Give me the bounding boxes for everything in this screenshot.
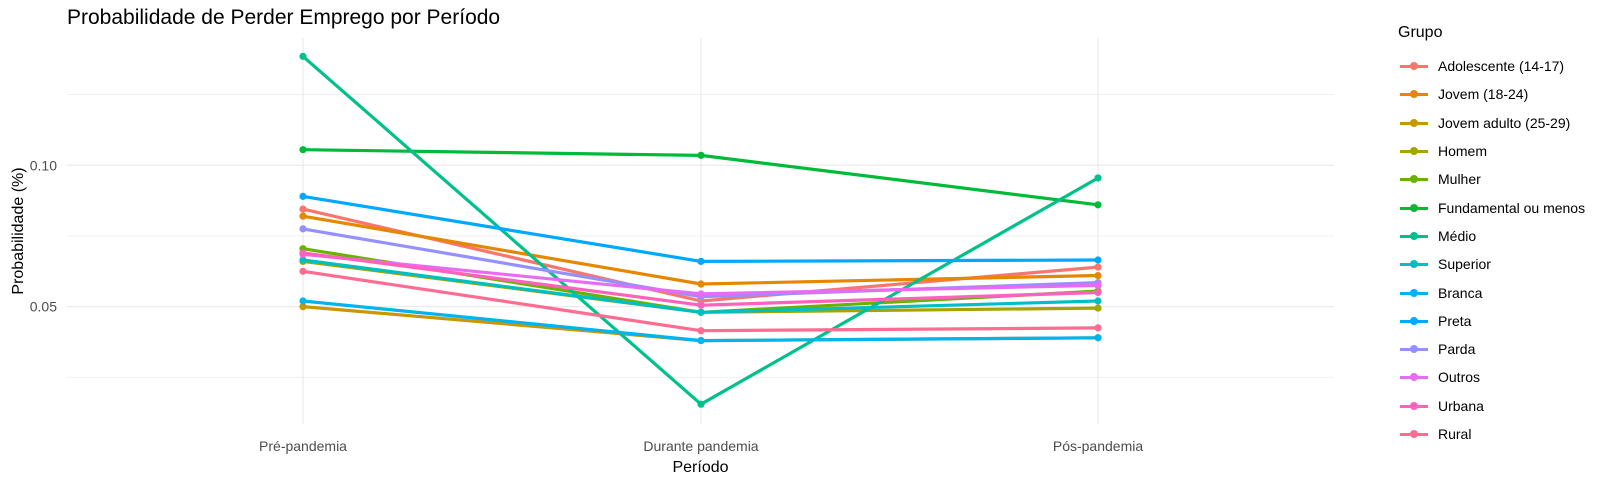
data-point-urbana bbox=[1094, 288, 1102, 297]
legend-label: Parda bbox=[1438, 341, 1476, 358]
legend-key-dot bbox=[1410, 62, 1418, 71]
data-point-urbana bbox=[299, 249, 307, 257]
legend-key-dot bbox=[1410, 345, 1418, 354]
data-point-urbana bbox=[697, 301, 705, 309]
x-tick-label: Pré-pandemia bbox=[259, 438, 347, 454]
legend-item: Urbana bbox=[1398, 392, 1598, 420]
data-point-branca bbox=[1094, 334, 1102, 342]
data-point-fundamental-ou-menos bbox=[697, 151, 705, 159]
data-point-branca bbox=[697, 336, 705, 345]
legend-key bbox=[1398, 285, 1430, 301]
data-point-adolescente-14-17 bbox=[1094, 263, 1102, 271]
data-point-preta bbox=[697, 257, 705, 265]
legend-key-dot bbox=[1410, 175, 1418, 184]
legend-key bbox=[1398, 341, 1430, 357]
legend-key-dot bbox=[1410, 203, 1418, 212]
legend-label: Médio bbox=[1438, 227, 1477, 244]
legend-label: Urbana bbox=[1438, 397, 1484, 414]
legend-label: Jovem adulto (25-29) bbox=[1438, 114, 1571, 131]
x-tick-label: Pós-pandemia bbox=[1053, 438, 1143, 454]
legend-item: Homem bbox=[1398, 137, 1598, 165]
chart-title: Probabilidade de Perder Emprego por Perí… bbox=[67, 6, 501, 29]
legend-label: Homem bbox=[1438, 143, 1488, 160]
data-point-fundamental-ou-menos bbox=[299, 146, 307, 154]
legend-label: Outros bbox=[1438, 369, 1481, 386]
data-point-parda bbox=[299, 225, 307, 233]
legend-key bbox=[1398, 398, 1430, 414]
data-point-fundamental-ou-menos bbox=[1094, 201, 1102, 209]
legend-item: Parda bbox=[1398, 335, 1598, 363]
data-point-superior bbox=[1094, 297, 1102, 305]
data-point-superior bbox=[697, 308, 705, 316]
legend-key-dot bbox=[1410, 260, 1418, 269]
legend-key-dot bbox=[1410, 373, 1418, 382]
data-point-preta bbox=[1094, 256, 1102, 264]
legend-item: Outros bbox=[1398, 363, 1598, 391]
legend: Grupo Adolescente (14-17) Jovem (18-24) Jo… bbox=[1398, 24, 1598, 448]
legend-key bbox=[1398, 171, 1430, 187]
legend-key bbox=[1398, 369, 1430, 385]
legend-key-dot bbox=[1410, 316, 1418, 325]
legend-key-dot bbox=[1410, 118, 1418, 127]
y-tick-label: 0.05 bbox=[30, 299, 57, 315]
legend-item: Fundamental ou menos bbox=[1398, 193, 1598, 221]
legend-key bbox=[1398, 200, 1430, 216]
legend-item: Preta bbox=[1398, 307, 1598, 335]
legend-label: Fundamental ou menos bbox=[1438, 199, 1586, 216]
data-point-jovem-18-24 bbox=[1094, 271, 1102, 280]
data-point-medio bbox=[697, 400, 705, 408]
legend-key bbox=[1398, 86, 1430, 102]
legend-key bbox=[1398, 143, 1430, 159]
legend-label: Mulher bbox=[1438, 171, 1481, 188]
y-axis-title: Probabilidade (%) bbox=[10, 167, 27, 294]
data-point-jovem-adulto-25-29 bbox=[299, 303, 307, 311]
data-point-superior bbox=[299, 256, 307, 264]
legend-key-dot bbox=[1410, 147, 1418, 156]
data-point-jovem-18-24 bbox=[299, 212, 307, 220]
legend-key-dot bbox=[1410, 231, 1418, 240]
legend-key-dot bbox=[1410, 430, 1418, 438]
legend-item: Mulher bbox=[1398, 165, 1598, 193]
data-point-jovem-18-24 bbox=[697, 280, 705, 288]
data-point-outros bbox=[1094, 281, 1102, 290]
legend-key bbox=[1398, 313, 1430, 329]
legend-title: Grupo bbox=[1398, 24, 1443, 41]
data-point-branca bbox=[299, 297, 307, 305]
data-point-medio bbox=[299, 52, 307, 60]
plot-area: 0.05 0.10 Pré-pandemia Durante pandemia Pós-… bbox=[10, 38, 1334, 476]
data-point-homem bbox=[1094, 304, 1102, 312]
legend-key-dot bbox=[1410, 90, 1418, 99]
data-point-rural bbox=[697, 327, 705, 335]
legend-label: Superior bbox=[1438, 256, 1491, 273]
data-point-rural bbox=[299, 267, 307, 275]
legend-item: Superior bbox=[1398, 250, 1598, 278]
legend-key-dot bbox=[1410, 288, 1418, 297]
legend-key-dot bbox=[1410, 401, 1418, 410]
data-point-outros bbox=[697, 290, 705, 298]
legend-label: Branca bbox=[1438, 284, 1483, 301]
legend-key bbox=[1398, 58, 1430, 74]
legend-label: Preta bbox=[1438, 312, 1472, 329]
x-axis-title: Período bbox=[672, 459, 728, 476]
legend-key bbox=[1398, 256, 1430, 272]
y-tick-label: 0.10 bbox=[30, 157, 57, 173]
legend-item: Rural bbox=[1398, 420, 1598, 448]
legend-key bbox=[1398, 228, 1430, 244]
legend-key bbox=[1398, 426, 1430, 442]
legend-item: Médio bbox=[1398, 222, 1598, 250]
legend-item: Jovem (18-24) bbox=[1398, 80, 1598, 108]
legend-items: Adolescente (14-17) Jovem (18-24) Jovem ad… bbox=[1398, 52, 1598, 448]
data-point-rural bbox=[1094, 324, 1102, 332]
legend-item: Jovem adulto (25-29) bbox=[1398, 109, 1598, 137]
legend-item: Branca bbox=[1398, 278, 1598, 306]
legend-label: Adolescente (14-17) bbox=[1438, 58, 1565, 75]
data-point-adolescente-14-17 bbox=[299, 205, 307, 213]
legend-key bbox=[1398, 115, 1430, 131]
data-point-preta bbox=[299, 192, 307, 200]
legend-label: Jovem (18-24) bbox=[1438, 86, 1529, 103]
legend-item: Adolescente (14-17) bbox=[1398, 52, 1598, 80]
data-point-medio bbox=[1094, 174, 1102, 182]
x-tick-label: Durante pandemia bbox=[643, 438, 758, 454]
legend-label: Rural bbox=[1438, 426, 1472, 442]
